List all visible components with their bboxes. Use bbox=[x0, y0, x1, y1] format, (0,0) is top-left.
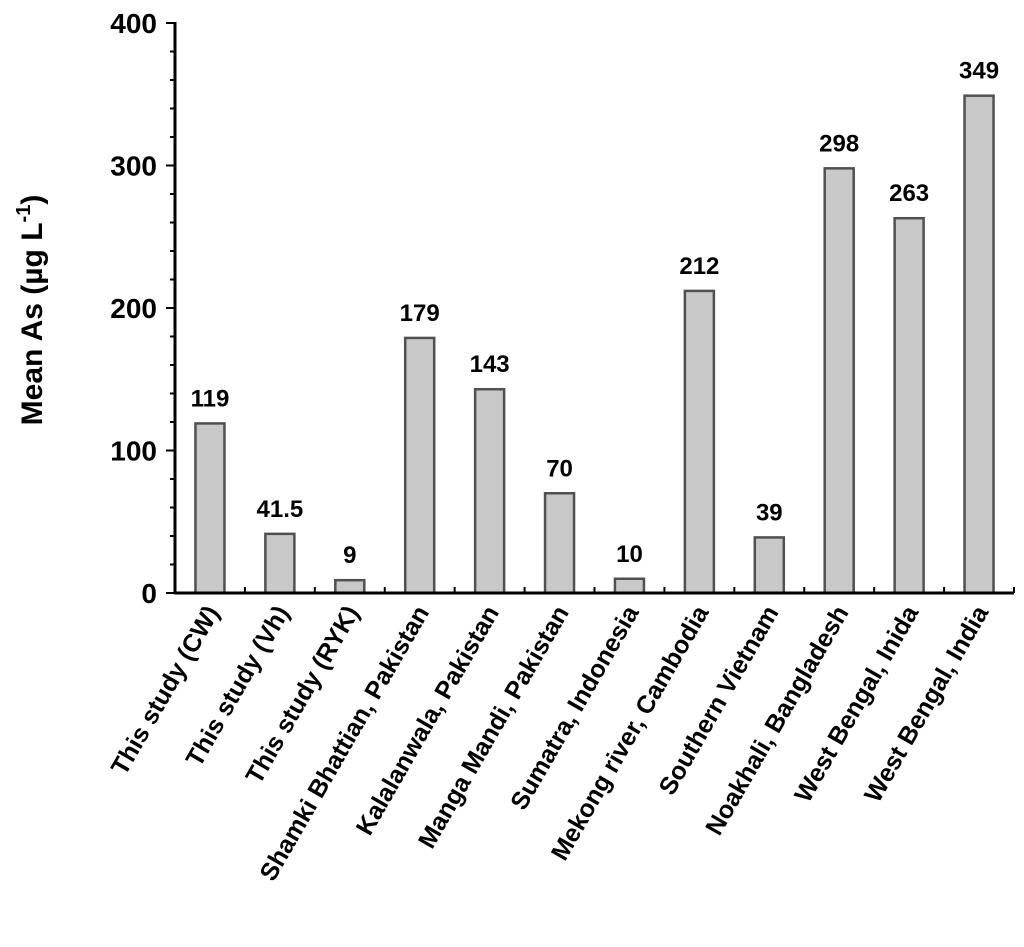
y-tick-label: 100 bbox=[110, 436, 157, 467]
x-tick-label: West Bengal, India bbox=[859, 600, 995, 807]
data-label: 10 bbox=[616, 541, 643, 568]
y-tick-label: 200 bbox=[110, 293, 157, 324]
svg-text:Mean As (µg L-1): Mean As (µg L-1) bbox=[13, 195, 49, 426]
y-axis-label-close: ) bbox=[16, 195, 49, 205]
bar bbox=[823, 167, 855, 595]
y-axis-label: Mean As (µg L-1) bbox=[13, 195, 49, 426]
bar bbox=[264, 532, 296, 595]
data-label: 298 bbox=[819, 130, 859, 157]
data-label: 119 bbox=[191, 385, 230, 412]
bar bbox=[893, 216, 925, 595]
x-tick-label: Sumatra, Indonesia bbox=[505, 600, 645, 815]
data-label: 9 bbox=[343, 542, 356, 569]
axes bbox=[173, 22, 1015, 595]
y-axis-ticks: 0 100 200 300 400 bbox=[110, 8, 175, 609]
data-label: 39 bbox=[756, 499, 783, 526]
value-labels: 119 41.5 9 179 143 70 10 212 39 298 263 349 bbox=[191, 58, 999, 569]
bar bbox=[473, 387, 506, 595]
bar bbox=[753, 536, 786, 595]
data-label: 349 bbox=[959, 58, 999, 85]
x-tick-label: West Bengal, Inida bbox=[789, 600, 925, 807]
x-axis-labels: This study (CW)This study (Vh)This study… bbox=[106, 600, 995, 886]
bar bbox=[403, 336, 436, 595]
data-label: 179 bbox=[400, 300, 440, 327]
bar bbox=[334, 578, 366, 595]
bar bbox=[194, 422, 226, 595]
y-axis-label-superscript: -1 bbox=[13, 205, 35, 223]
data-label: 143 bbox=[470, 351, 510, 378]
y-axis-label-text: Mean As (µg L bbox=[16, 222, 49, 425]
data-label: 263 bbox=[889, 180, 929, 207]
data-label: 70 bbox=[546, 455, 573, 482]
bar bbox=[613, 577, 646, 595]
bar bbox=[683, 289, 716, 595]
data-label: 212 bbox=[679, 253, 719, 280]
bar bbox=[543, 492, 576, 595]
y-tick-label: 0 bbox=[141, 578, 157, 609]
bar bbox=[963, 94, 995, 595]
bars bbox=[194, 94, 995, 595]
y-tick-label: 400 bbox=[110, 8, 157, 39]
data-label: 41.5 bbox=[257, 496, 304, 523]
y-tick-label: 300 bbox=[110, 151, 157, 182]
